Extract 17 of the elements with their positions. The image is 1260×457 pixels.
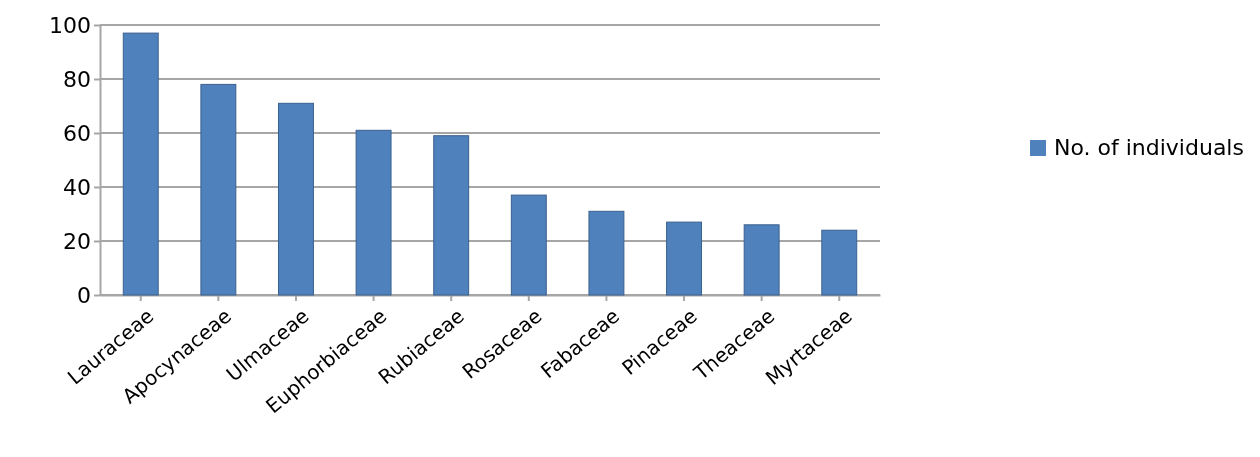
bar	[433, 135, 470, 296]
bar	[743, 224, 780, 296]
y-tick-label: 60	[63, 120, 91, 146]
y-tick-label: 100	[49, 12, 91, 38]
y-tick-label: 0	[77, 282, 91, 308]
bar	[588, 210, 625, 296]
bar	[278, 102, 314, 296]
bar	[200, 83, 237, 296]
bar	[821, 229, 858, 296]
y-tick-label: 20	[63, 228, 91, 254]
bar	[355, 129, 392, 296]
bar	[122, 32, 159, 296]
y-tick-label: 80	[63, 66, 91, 92]
bar	[666, 221, 702, 296]
y-tick-label: 40	[63, 174, 91, 200]
bar	[510, 194, 547, 296]
legend-label: No. of individuals	[1054, 135, 1244, 160]
